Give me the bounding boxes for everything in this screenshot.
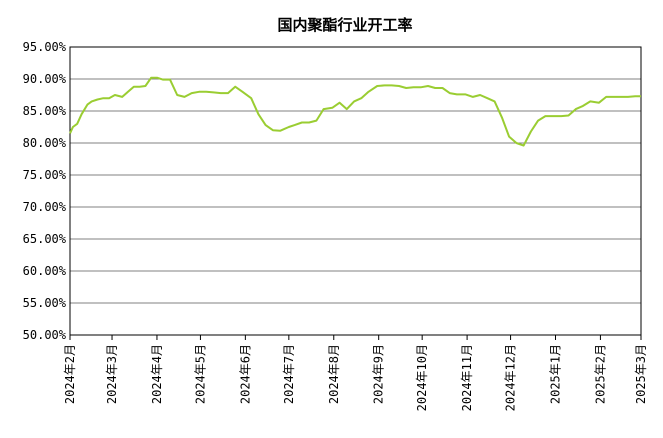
y-tick-label: 60.00%	[23, 264, 67, 278]
x-tick-label: 2024年2月	[63, 344, 77, 404]
y-tick-label: 50.00%	[23, 328, 67, 342]
y-tick-label: 75.00%	[23, 168, 67, 182]
x-tick-label: 2025年2月	[593, 344, 607, 404]
x-tick-label: 2024年7月	[282, 344, 296, 404]
x-tick-label: 2024年9月	[372, 344, 386, 404]
series-layer	[69, 76, 641, 147]
x-tick-label: 2025年3月	[634, 344, 648, 404]
x-axis-labels: 2024年2月 2024年3月 2024年4月 2024年5月 2024年6月 2024年…	[63, 344, 648, 411]
x-tick-label: 2024年8月	[327, 344, 341, 404]
y-tick-label: 90.00%	[23, 72, 67, 86]
x-tick-label: 2024年4月	[150, 344, 164, 404]
plot-frame	[69, 46, 642, 336]
x-tick-label: 2024年12月	[504, 344, 518, 411]
x-tick-label: 2024年11月	[460, 344, 474, 411]
chart-title: 国内聚酯行业开工率	[277, 16, 412, 34]
y-tick-label: 85.00%	[23, 104, 67, 118]
y-tick-label: 95.00%	[23, 40, 67, 54]
y-tick-label: 70.00%	[23, 200, 67, 214]
x-tick-label: 2024年10月	[415, 344, 429, 411]
x-tick-label: 2024年5月	[193, 344, 207, 404]
x-tick-label: 2024年6月	[238, 344, 252, 404]
plot-border	[69, 46, 642, 336]
x-tick-label: 2024年3月	[105, 344, 119, 404]
y-tick-label: 80.00%	[23, 136, 67, 150]
series-line	[69, 76, 641, 147]
gridlines	[70, 46, 641, 336]
y-axis-labels: 95.00% 90.00% 85.00% 80.00% 75.00% 70.00% 65.0…	[23, 40, 67, 342]
y-tick-label: 65.00%	[23, 232, 67, 246]
y-tick-label: 55.00%	[23, 296, 67, 310]
x-tick-label: 2025年1月	[548, 344, 562, 404]
x-axis-ticks	[69, 335, 642, 340]
